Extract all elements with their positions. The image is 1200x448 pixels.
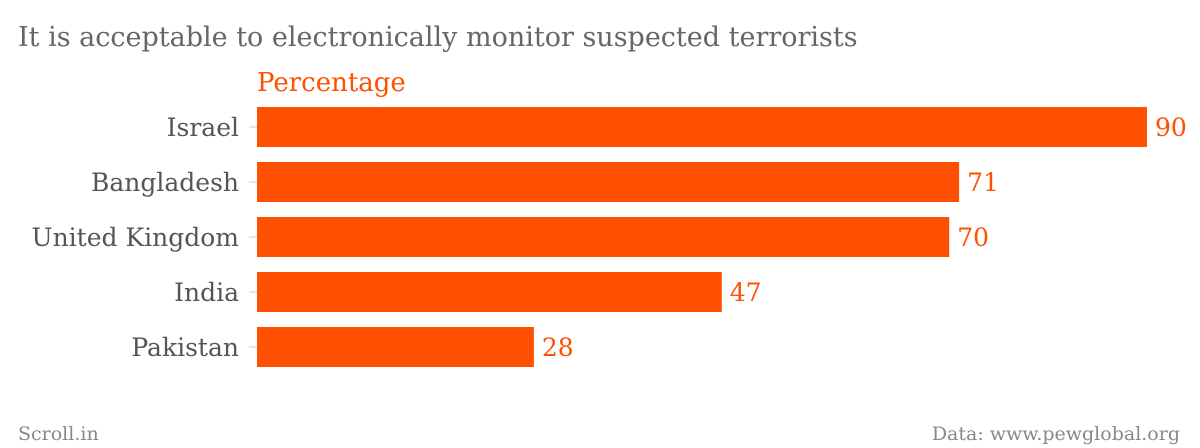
- bar-united-kingdom: [257, 217, 950, 257]
- category-label-israel: Israel: [167, 113, 239, 142]
- footer-source: Data: www.pewglobal.org: [932, 423, 1180, 445]
- bar-pakistan: [257, 327, 534, 367]
- value-label-bangladesh: 71: [967, 168, 999, 197]
- value-label-india: 47: [730, 278, 762, 307]
- category-label-india: India: [174, 278, 239, 307]
- value-label-pakistan: 28: [542, 333, 574, 362]
- value-label-united-kingdom: 70: [957, 223, 989, 252]
- category-label-bangladesh: Bangladesh: [91, 168, 239, 197]
- series-label: Percentage: [257, 68, 406, 98]
- bar-india: [257, 272, 722, 312]
- category-label-pakistan: Pakistan: [131, 333, 239, 362]
- bar-israel: [257, 107, 1147, 147]
- bars-group: Israel 90 Bangladesh 71 United Kingdom 70 Indi…: [32, 107, 1187, 367]
- value-label-israel: 90: [1155, 113, 1187, 142]
- chart-title: It is acceptable to electronically monit…: [18, 22, 858, 53]
- footer-brand: Scroll.in: [18, 423, 99, 445]
- bar-bangladesh: [257, 162, 960, 202]
- category-label-united-kingdom: United Kingdom: [32, 223, 240, 252]
